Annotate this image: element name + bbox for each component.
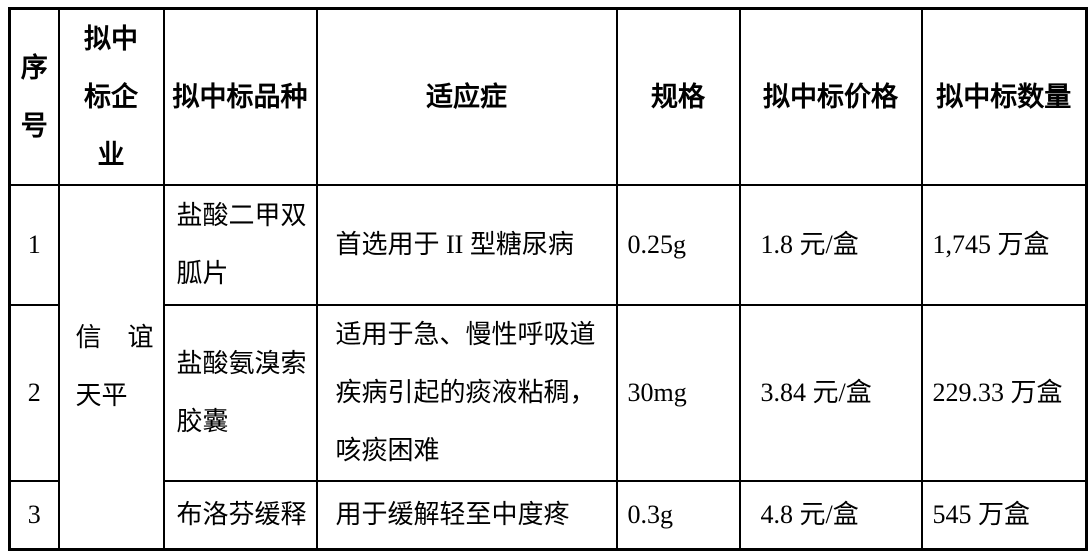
cell-spec-2: 30mg	[615, 304, 741, 482]
table-row: 3 布洛芬缓释 用于缓解轻至中度疼 0.3g 4.8 元/盒 545 万盒	[8, 480, 1088, 550]
cell-indication-1: 首选用于 II 型糖尿病	[315, 184, 618, 306]
cell-indication-2: 适用于急、慢性呼吸道 疾病引起的痰液粘稠， 咳痰困难	[315, 304, 618, 482]
header-serial-number: 序 号	[8, 7, 60, 186]
cell-indication-3: 用于缓解轻至中度疼	[315, 480, 618, 550]
table-row: 1 信 谊 天平 盐酸二甲双 胍片 首选用于 II 型糖尿病 0.25g 1.8…	[8, 184, 1088, 550]
header-variety: 拟中标品种	[162, 7, 318, 186]
cell-variety-3: 布洛芬缓释	[162, 480, 318, 550]
header-price: 拟中标价格	[738, 7, 923, 186]
bid-results-table: 序 号 拟中 标企 业 拟中标品种 适应症 规格 拟中标价格 拟中标数量 1 信…	[8, 7, 1088, 551]
cell-quantity-3: 545 万盒	[920, 480, 1088, 550]
cell-serial-2: 2	[8, 304, 60, 482]
cell-price-1: 1.8 元/盒	[738, 184, 923, 306]
table-row: 2 盐酸氨溴索 胶囊 适用于急、慢性呼吸道 疾病引起的痰液粘稠， 咳痰困难 30…	[8, 304, 1088, 482]
header-row: 序 号 拟中 标企 业 拟中标品种 适应症 规格 拟中标价格 拟中标数量	[8, 7, 1088, 186]
cell-variety-2: 盐酸氨溴索 胶囊	[162, 304, 318, 482]
cell-spec-1: 0.25g	[615, 184, 741, 306]
cell-price-3: 4.8 元/盒	[738, 480, 923, 550]
cell-quantity-2: 229.33 万盒	[920, 304, 1088, 482]
cell-serial-1: 1	[8, 184, 60, 306]
cell-price-2: 3.84 元/盒	[738, 304, 923, 482]
cell-quantity-1: 1,745 万盒	[920, 184, 1088, 306]
header-company: 拟中 标企 业	[57, 7, 165, 186]
header-spec: 规格	[615, 7, 741, 186]
cell-variety-1: 盐酸二甲双 胍片	[162, 184, 318, 306]
header-indication: 适应症	[315, 7, 618, 186]
header-quantity: 拟中标数量	[920, 7, 1088, 186]
cell-spec-3: 0.3g	[615, 480, 741, 550]
cell-serial-3: 3	[8, 480, 60, 550]
cell-company-merged: 信 谊 天平	[57, 184, 165, 550]
